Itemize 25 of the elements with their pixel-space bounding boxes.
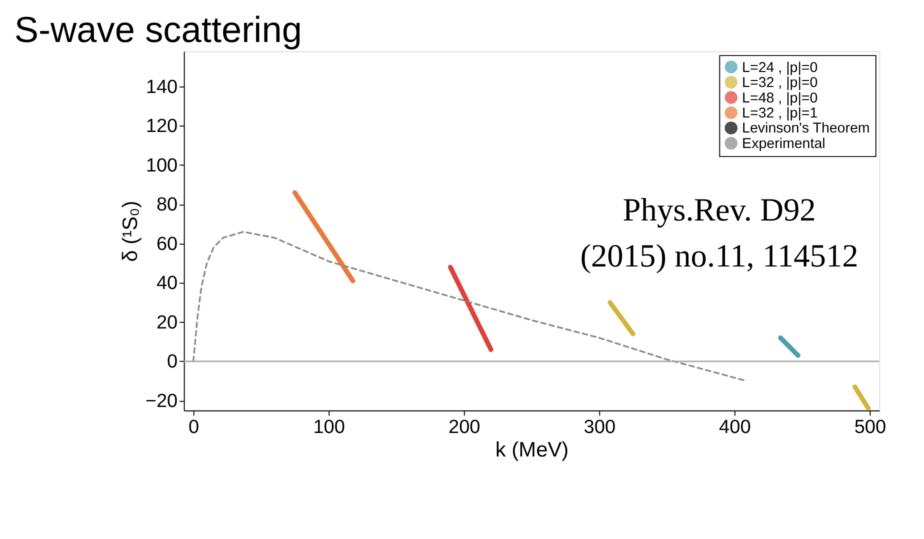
y-tick-label: 120 xyxy=(146,116,178,138)
y-tick-label: 80 xyxy=(156,194,178,216)
x-tick-label: 100 xyxy=(313,416,345,438)
legend-label: Experimental xyxy=(742,136,826,152)
y-tick-label: 40 xyxy=(156,273,178,294)
y-tick-label: 60 xyxy=(156,234,178,255)
legend-label: Levinson's Theorem xyxy=(742,120,870,137)
x-axis-title: k (MeV) xyxy=(495,438,569,462)
x-tick-label: 500 xyxy=(854,416,886,438)
x-tick-label: 300 xyxy=(584,416,616,438)
y-axis-title: δ (¹S₀) xyxy=(118,200,142,262)
legend-label: L=32 , |p|=1 xyxy=(742,106,818,122)
x-tick-label: 400 xyxy=(719,416,751,438)
y-tick-label: 100 xyxy=(146,155,178,176)
legend-label: L=24 , |p|=0 xyxy=(742,60,818,76)
annotation: Phys.Rev. D92 (2015) no.11, 114512 xyxy=(580,192,858,274)
x-tick-label: 200 xyxy=(448,416,480,438)
y-tick-label: 0 xyxy=(167,352,178,373)
legend-label: L=48 , |p|=0 xyxy=(742,90,818,106)
x-tick-label: 0 xyxy=(188,416,200,438)
y-tick-label: 140 xyxy=(146,76,178,98)
y-tick-label: −20 xyxy=(145,390,178,412)
y-tick-label: 20 xyxy=(156,312,178,334)
chart-title: S-wave scattering xyxy=(14,8,302,50)
legend-label: L=32 , |p|=0 xyxy=(742,75,818,92)
